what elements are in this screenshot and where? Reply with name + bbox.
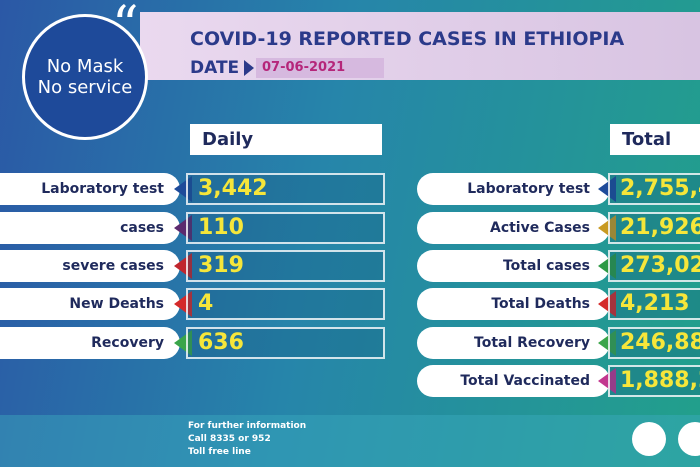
row-label: Total Vaccinated bbox=[417, 365, 610, 397]
row-value: 4 bbox=[186, 288, 385, 320]
row-label: New Deaths bbox=[0, 288, 180, 320]
footer-line: Toll free line bbox=[188, 447, 251, 457]
date-label: DATE bbox=[190, 58, 240, 78]
footer bbox=[0, 415, 700, 467]
badge: No Mask No service bbox=[22, 14, 148, 140]
row-value: 110 bbox=[186, 212, 385, 244]
row-label: Total cases bbox=[417, 250, 610, 282]
title-banner bbox=[140, 12, 700, 80]
row-value: 3,442 bbox=[186, 173, 385, 205]
date: 07-06-2021 bbox=[256, 58, 384, 78]
logo bbox=[678, 422, 700, 456]
quote-mark: “ bbox=[112, 0, 139, 56]
row-label: Recovery bbox=[0, 327, 180, 359]
row-label: severe cases bbox=[0, 250, 180, 282]
row-value: 273,02 bbox=[608, 250, 700, 282]
footer-line: For further information bbox=[188, 421, 307, 431]
row-value: 21,926 bbox=[608, 212, 700, 244]
row-value: 4,213 bbox=[608, 288, 700, 320]
row-label: Laboratory test bbox=[0, 173, 180, 205]
daily-heading: Daily bbox=[190, 124, 382, 155]
total-heading: Total bbox=[610, 124, 700, 155]
badge-line: No service bbox=[37, 77, 133, 98]
row-value: 319 bbox=[186, 250, 385, 282]
row-label: Active Cases bbox=[417, 212, 610, 244]
row-label: cases bbox=[0, 212, 180, 244]
row-label: Total Deaths bbox=[417, 288, 610, 320]
title: COVID-19 REPORTED CASES IN ETHIOPIA bbox=[190, 28, 625, 50]
footer-text: For further information Call 8335 or 952… bbox=[188, 420, 306, 459]
row-value: 636 bbox=[186, 327, 385, 359]
row-value: 1,888,2 bbox=[608, 365, 700, 397]
date-arrow bbox=[244, 60, 254, 76]
badge-line: No Mask bbox=[46, 56, 124, 77]
row-value: 2,755,4 bbox=[608, 173, 700, 205]
row-label: Total Recovery bbox=[417, 327, 610, 359]
row-value: 246,88 bbox=[608, 327, 700, 359]
row-label: Laboratory test bbox=[417, 173, 610, 205]
logo bbox=[632, 422, 666, 456]
footer-line: Call 8335 or 952 bbox=[188, 434, 271, 444]
